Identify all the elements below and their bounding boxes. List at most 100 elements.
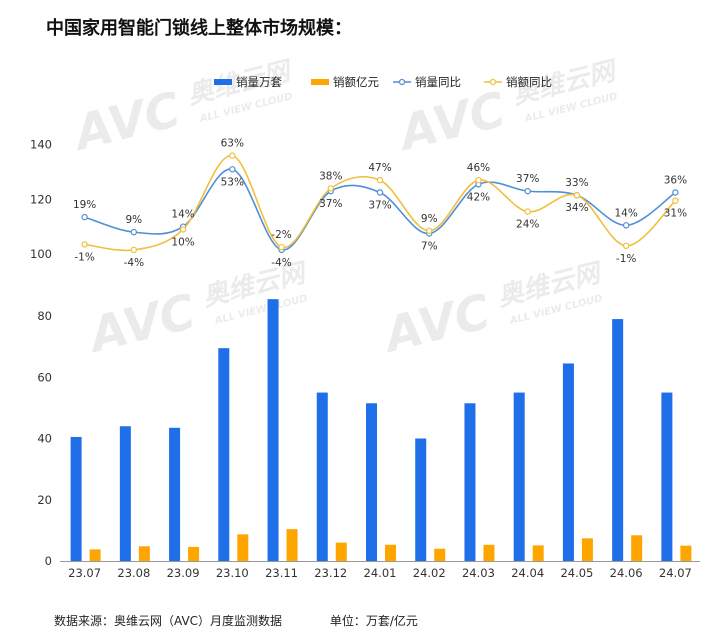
revenue-yoy-data-label: 31%: [664, 208, 687, 220]
legend-swatch-1: [214, 79, 232, 85]
revenue-yoy-data-label: 38%: [319, 170, 342, 182]
volume-bar: [415, 438, 427, 561]
legend-swatch-2: [311, 79, 329, 85]
revenue-bar: [581, 538, 593, 561]
x-tick-label: 24.07: [659, 566, 692, 580]
volume-yoy-data-label: 53%: [221, 176, 244, 188]
revenue-bar: [680, 545, 692, 561]
volume-yoy-data-label: 7%: [421, 241, 438, 253]
volume-bar: [612, 319, 624, 561]
footer-unit: 单位：万套/亿元: [329, 614, 418, 628]
volume-yoy-data-label: 14%: [171, 209, 194, 221]
volume-bar: [70, 436, 82, 561]
volume-yoy-data-label: 36%: [664, 175, 687, 187]
revenue-yoy-point: [179, 226, 187, 233]
footer-source: 数据来源：奥维云网（AVC）月度监测数据: [54, 614, 283, 628]
x-tick-label: 23.11: [265, 566, 298, 580]
volume-yoy-point: [229, 166, 236, 173]
legend-marker-3: [398, 78, 406, 86]
footer: 数据来源：奥维云网（AVC）月度监测数据 单位：万套/亿元: [54, 612, 418, 629]
revenue-yoy-point: [229, 152, 236, 159]
volume-yoy-data-label: -4%: [271, 257, 291, 269]
svg-text:AVC: AVC: [375, 284, 496, 365]
svg-text:AVC: AVC: [390, 82, 511, 163]
volume-yoy-point: [524, 187, 531, 195]
revenue-yoy-data-label: -1%: [74, 251, 94, 263]
volume-bar: [366, 403, 377, 561]
volume-yoy-point: [672, 189, 679, 196]
x-tick-label: 23.12: [314, 566, 347, 580]
revenue-bar: [631, 535, 643, 561]
revenue-bar: [385, 544, 396, 561]
revenue-bar: [532, 545, 544, 561]
revenue-yoy-point: [81, 241, 88, 248]
revenue-yoy-point: [622, 242, 630, 249]
volume-yoy-data-label: 9%: [126, 214, 143, 226]
revenue-yoy-data-label: -1%: [616, 253, 636, 265]
revenue-yoy-point: [426, 227, 433, 234]
x-tick-label: 24.04: [511, 566, 544, 580]
volume-yoy-point: [81, 213, 88, 221]
revenue-yoy-point: [475, 176, 482, 184]
revenue-bar: [434, 548, 446, 561]
volume-yoy-point: [376, 189, 384, 196]
legend-label-4: 销额同比: [506, 75, 552, 89]
volume-bar: [267, 299, 279, 561]
revenue-yoy-point: [376, 176, 384, 184]
svg-text:AVC: AVC: [65, 82, 186, 163]
revenue-yoy-data-label: -4%: [124, 257, 144, 269]
revenue-yoy-data-label: 24%: [516, 219, 539, 231]
revenue-yoy-point: [327, 185, 334, 192]
revenue-bar: [237, 534, 249, 561]
volume-bar: [661, 392, 673, 561]
volume-bar: [169, 427, 181, 561]
revenue-yoy-point: [573, 192, 581, 199]
x-tick-label: 24.06: [610, 566, 643, 580]
revenue-bar: [89, 549, 101, 561]
bar-ytick-label: 20: [37, 493, 52, 507]
bar-ytick-label: 80: [37, 309, 52, 323]
x-tick-label: 24.01: [364, 566, 397, 580]
revenue-yoy-data-label: 9%: [421, 213, 438, 225]
line-ytick-label: 140: [30, 138, 52, 152]
volume-yoy-data-label: 37%: [319, 198, 342, 210]
revenue-bar: [483, 544, 495, 561]
x-tick-label: 23.08: [117, 566, 150, 580]
revenue-yoy-data-label: 63%: [221, 138, 244, 150]
volume-bar: [316, 392, 328, 561]
revenue-yoy-data-label: 46%: [467, 162, 490, 174]
revenue-bar: [188, 546, 200, 561]
x-tick-label: 23.09: [167, 566, 200, 580]
revenue-bar: [138, 546, 150, 561]
x-tick-label: 24.02: [413, 566, 446, 580]
volume-bar: [119, 426, 131, 561]
legend-label-3: 销量同比: [415, 75, 461, 89]
revenue-yoy-point: [524, 208, 531, 215]
volume-bar: [513, 392, 525, 561]
legend-marker-4: [489, 78, 497, 86]
volume-yoy-data-label: 42%: [467, 191, 490, 203]
volume-yoy-point: [130, 228, 138, 236]
line-ytick-label: 100: [30, 247, 52, 261]
volume-yoy-data-label: 14%: [614, 207, 637, 219]
volume-yoy-data-label: 37%: [368, 200, 391, 212]
chart-title: 中国家用智能门锁线上整体市场规模：: [46, 18, 352, 39]
volume-yoy-data-label: 33%: [565, 177, 588, 189]
volume-bar: [464, 403, 476, 561]
volume-bar: [218, 348, 230, 561]
svg-text:AVC: AVC: [80, 284, 201, 365]
revenue-yoy-point: [672, 197, 679, 204]
revenue-yoy-point: [130, 246, 138, 254]
x-tick-label: 23.07: [68, 566, 101, 580]
volume-yoy-data-label: 19%: [73, 199, 96, 211]
x-tick-label: 24.05: [560, 566, 593, 580]
line-ytick-label: 120: [30, 192, 52, 206]
volume-yoy-data-label: 37%: [516, 173, 539, 185]
x-tick-label: 24.03: [462, 566, 495, 580]
volume-yoy-point: [622, 222, 630, 229]
legend-label-1: 销量万套: [236, 75, 282, 89]
